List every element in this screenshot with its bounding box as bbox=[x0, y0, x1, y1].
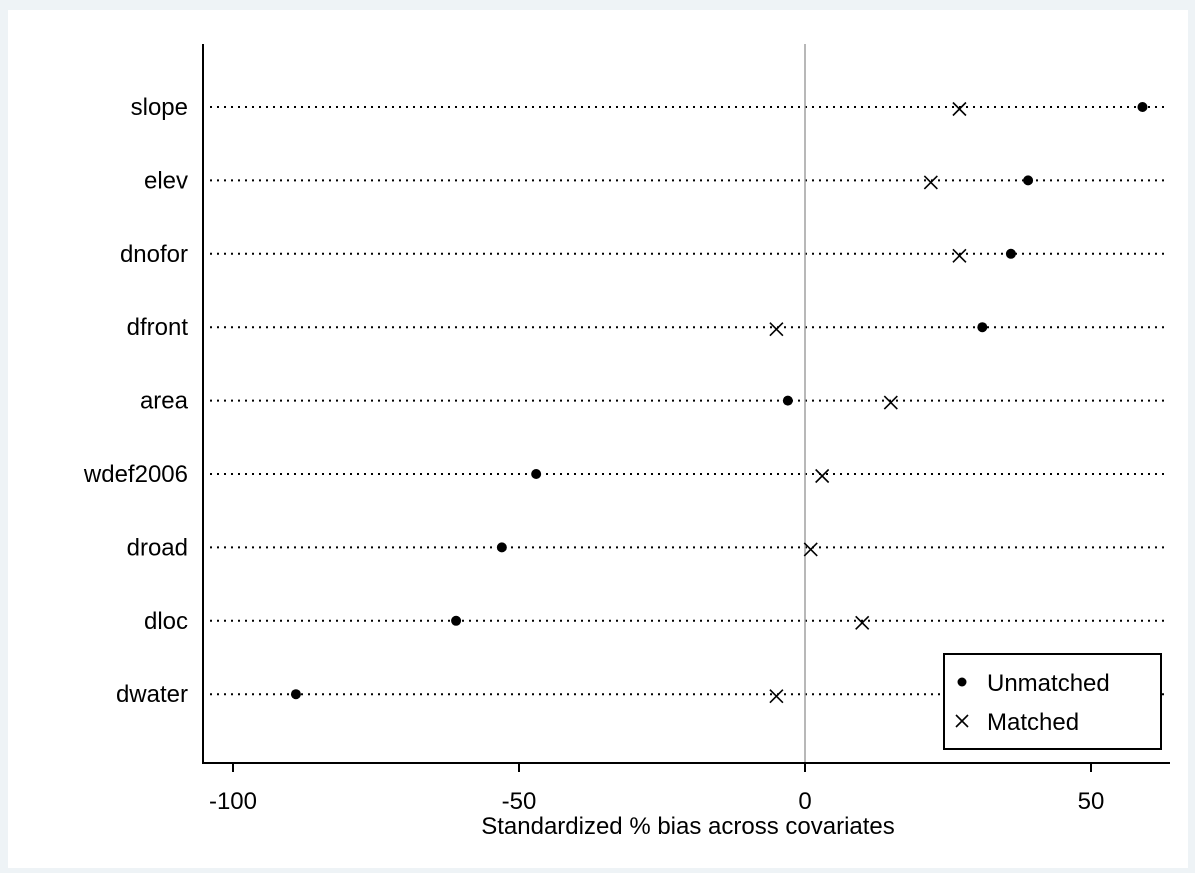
matched-point-area-stroke-b bbox=[883, 395, 898, 410]
axes bbox=[202, 44, 1170, 764]
unmatched-point-droad bbox=[496, 542, 507, 553]
x-tick-label-0: 0 bbox=[798, 788, 811, 815]
matched-point-dfront bbox=[769, 322, 784, 337]
matched-point-dnofor-stroke-b bbox=[952, 248, 967, 263]
category-label-slope: slope bbox=[131, 94, 188, 121]
legend-marker-matched bbox=[955, 714, 969, 728]
matched-point-dloc bbox=[855, 615, 870, 630]
legend-box bbox=[943, 653, 1162, 750]
x-tick-label-50: 50 bbox=[1078, 788, 1105, 815]
matched-point-elev bbox=[923, 175, 938, 190]
x-tick-label--100: -100 bbox=[209, 788, 257, 815]
matched-point-dwater-stroke-b bbox=[769, 689, 784, 704]
matched-point-dfront-stroke-b bbox=[769, 322, 784, 337]
matched-point-wdef2006-stroke-b bbox=[815, 468, 830, 484]
data-markers bbox=[290, 101, 1148, 704]
category-label-dwater: dwater bbox=[116, 681, 188, 708]
legend-label-matched: Matched bbox=[987, 709, 1079, 736]
category-label-dloc: dloc bbox=[144, 608, 188, 635]
category-label-dfront: dfront bbox=[127, 314, 189, 341]
category-labels: slope elev dnofor dfront area wdef2006 droad dl… bbox=[83, 94, 189, 708]
matched-point-dloc-stroke-b bbox=[855, 615, 870, 630]
matched-point-slope-stroke-b bbox=[952, 101, 967, 117]
legend-label-unmatched: Unmatched bbox=[987, 670, 1110, 697]
matched-point-droad bbox=[803, 542, 818, 557]
category-label-area: area bbox=[140, 388, 189, 415]
category-label-elev: elev bbox=[144, 167, 188, 194]
unmatched-point-slope bbox=[1137, 102, 1148, 112]
unmatched-point-dloc bbox=[451, 615, 462, 626]
x-axis-ticks: -100 -50 0 50 bbox=[209, 763, 1104, 815]
legend: Unmatched Matched bbox=[943, 653, 1162, 750]
category-label-dnofor: dnofor bbox=[120, 241, 188, 268]
matched-point-droad-stroke-b bbox=[803, 542, 818, 557]
matched-point-elev-stroke-b bbox=[923, 175, 938, 190]
x-axis-title: Standardized % bias across covariates bbox=[481, 813, 895, 840]
matched-point-wdef2006 bbox=[815, 468, 830, 484]
unmatched-point-wdef2006 bbox=[531, 469, 542, 479]
legend-marker-unmatched bbox=[957, 677, 967, 687]
matched-point-area bbox=[883, 395, 898, 410]
x-tick-label--50: -50 bbox=[502, 788, 537, 815]
category-gridlines bbox=[210, 106, 1168, 696]
unmatched-point-area bbox=[782, 395, 793, 406]
matched-point-slope bbox=[952, 101, 967, 117]
unmatched-point-dfront bbox=[977, 322, 988, 333]
matched-point-dwater bbox=[769, 689, 784, 704]
unmatched-point-dnofor bbox=[1005, 248, 1016, 259]
unmatched-point-elev bbox=[1023, 175, 1034, 186]
category-label-wdef2006: wdef2006 bbox=[83, 461, 188, 488]
category-label-droad: droad bbox=[127, 534, 188, 561]
matched-point-dnofor bbox=[952, 248, 967, 263]
unmatched-point-dwater bbox=[290, 689, 301, 700]
